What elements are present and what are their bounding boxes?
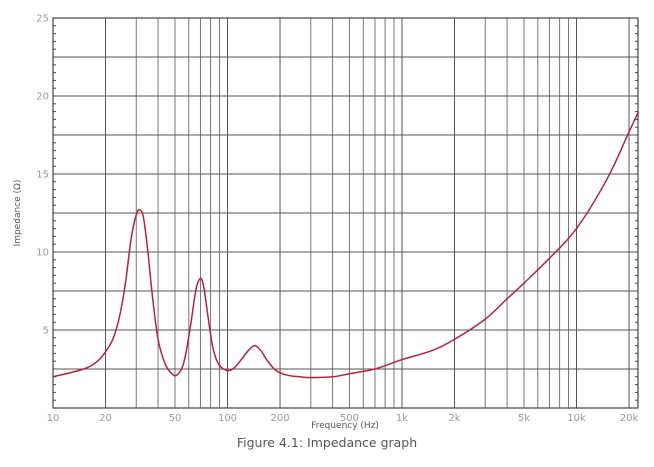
x-tick-label: 10k (567, 413, 586, 424)
x-tick-label: 5k (518, 413, 530, 424)
x-tick-label: 50 (169, 413, 182, 424)
x-tick-label: 10 (47, 413, 60, 424)
figure-caption: Figure 4.1: Impedance graph (236, 435, 418, 450)
x-tick-label: 20k (620, 413, 639, 424)
x-tick-label: 20 (99, 413, 112, 424)
x-tick-label: 100 (218, 413, 237, 424)
y-tick-label: 25 (36, 14, 49, 25)
x-tick-label: 500 (340, 413, 359, 424)
x-tick-label: 2k (448, 413, 460, 424)
x-tick-label: 200 (270, 413, 289, 424)
x-tick-labels: 10 20 50 100 200 500 1k 2k 5k 10k 20k (47, 413, 639, 424)
plot-frame (52, 17, 639, 409)
x-axis-title: Frequency (Hz) (311, 421, 379, 430)
y-gridlines (53, 56, 638, 370)
y-tick-label: 15 (36, 170, 49, 181)
y-tick-label: 20 (36, 92, 49, 103)
impedance-curve (52, 111, 640, 379)
x-tick-label: 1k (396, 413, 408, 424)
y-tick-label: 5 (43, 326, 49, 337)
y-tick-label: 10 (36, 248, 49, 259)
impedance-chart: 10 20 50 100 200 500 1k 2k 5k 10k 20k 5 10 15 20 25 Fr… (13, 14, 640, 430)
y-axis-title: Impedance (Ω) (13, 180, 23, 247)
y-tick-labels: 5 10 15 20 25 (36, 14, 49, 337)
